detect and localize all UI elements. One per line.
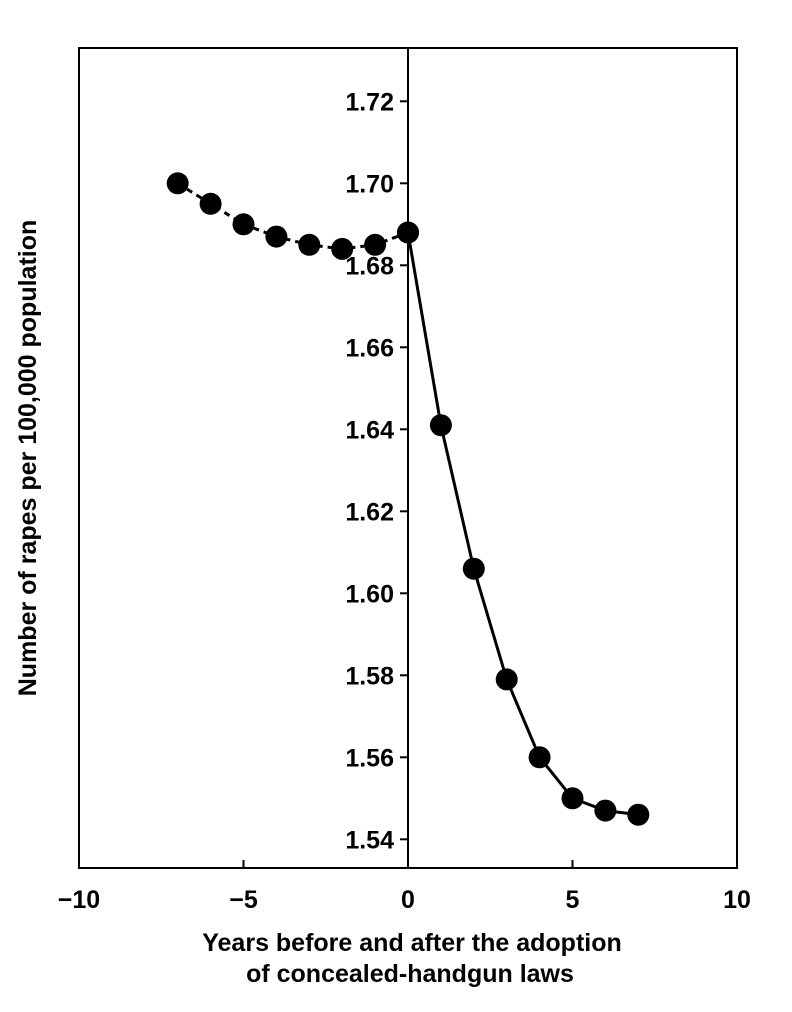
data-point [528, 746, 551, 769]
x-tick-label: 5 [566, 886, 580, 914]
series-line [406, 232, 639, 817]
x-axis-label-line-1: Years before and after the adoption [202, 929, 622, 957]
series-points [166, 172, 650, 826]
y-tick-label: 1.58 [345, 662, 394, 690]
x-tick-label: 10 [723, 886, 751, 914]
x-axis-label-line-2: of concealed-handgun laws [246, 960, 574, 988]
data-point [265, 225, 288, 248]
data-point [429, 414, 452, 437]
y-tick-label: 1.54 [345, 826, 394, 854]
y-tick-label: 1.70 [345, 170, 394, 198]
data-point [199, 192, 222, 215]
y-tick-label: 1.62 [345, 498, 394, 526]
data-point [495, 668, 518, 691]
y-tick-label: 1.68 [345, 252, 394, 280]
y-tick-label: 1.72 [345, 88, 394, 116]
y-tick-label: 1.66 [345, 334, 394, 362]
data-point [462, 557, 485, 580]
data-point [298, 233, 321, 256]
data-point [627, 803, 650, 826]
y-axis-ticks: 1.54 1.56 1.58 1.60 1.62 1.64 1.66 1.68 1.70 1.72 [345, 88, 408, 854]
y-tick-label: 1.60 [345, 580, 394, 608]
data-point [364, 233, 387, 256]
data-point [166, 172, 189, 195]
data-point [232, 213, 255, 236]
x-tick-label: 0 [401, 886, 415, 914]
y-tick-label: 1.56 [345, 744, 394, 772]
y-axis-label: Number of rapes per 100,000 population [14, 220, 42, 697]
x-axis-ticks: −10 −5 0 5 10 [58, 860, 751, 914]
data-point [594, 799, 617, 822]
x-tick-label: −10 [58, 886, 100, 914]
data-point [397, 221, 419, 244]
y-tick-label: 1.64 [345, 416, 394, 444]
data-point [331, 237, 354, 260]
x-tick-label: −5 [229, 886, 258, 914]
data-point [561, 787, 584, 810]
